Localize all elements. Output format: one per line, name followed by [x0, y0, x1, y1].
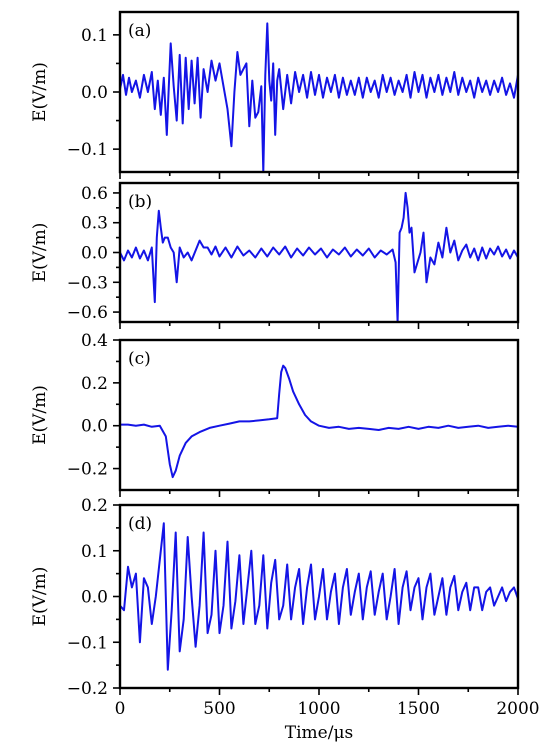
- panel-4: −0.2 −0.1 0.0 0.1 0.2 0 500 1000 1500 2000 E(V/m) (…: [30, 496, 540, 743]
- y-tick-label: 0.3: [81, 214, 108, 234]
- x-tick-label: 2000: [496, 699, 539, 719]
- y-axis-label: E(V/m): [30, 62, 50, 122]
- y-tick-label: −0.6: [67, 303, 108, 323]
- y-tick-label: 0.2: [81, 374, 108, 394]
- panel-label: (b): [128, 192, 152, 212]
- y-axis-label: E(V/m): [30, 223, 50, 283]
- x-tick-label: 500: [203, 699, 235, 719]
- panel-2: −0.6 −0.3 0.0 0.3 0.6 E(V/m) (b): [30, 181, 520, 329]
- panel-label: (a): [128, 21, 151, 41]
- plot-frame: [118, 338, 520, 492]
- y-tick-label: −0.1: [67, 633, 108, 653]
- panel-label: (c): [128, 349, 151, 369]
- panel-3: −0.2 0.0 0.2 0.4 E(V/m) (c): [30, 331, 520, 497]
- y-tick-label: 0.1: [81, 542, 108, 562]
- x-tick-label: 1500: [397, 699, 440, 719]
- y-axis-label: E(V/m): [30, 385, 50, 445]
- y-tick-label: 0.0: [81, 244, 108, 264]
- x-tick-label: 1000: [297, 699, 340, 719]
- y-tick-label: 0.2: [81, 496, 108, 516]
- panel-label: (d): [128, 514, 152, 534]
- y-tick-label: −0.2: [67, 460, 108, 480]
- series-line: [120, 364, 518, 479]
- y-tick-label: 0.4: [81, 331, 108, 351]
- y-tick-label: 0.6: [81, 184, 108, 204]
- x-axis-label: Time/μs: [285, 723, 353, 743]
- y-tick-label: 0.1: [81, 26, 108, 46]
- x-tick-label: 0: [115, 699, 126, 719]
- y-tick-label: 0.0: [81, 588, 108, 608]
- y-tick-label: −0.3: [67, 273, 108, 293]
- series-line: [120, 22, 518, 172]
- series-line: [120, 522, 518, 671]
- y-tick-label: 0.0: [81, 417, 108, 437]
- series-line: [120, 191, 518, 322]
- y-tick-label: −0.2: [67, 679, 108, 699]
- y-axis-label: E(V/m): [30, 567, 50, 627]
- panel-1: −0.1 0.0 0.1 E(V/m) (a): [30, 10, 520, 179]
- y-tick-label: −0.1: [67, 140, 108, 160]
- y-tick-label: 0.0: [81, 83, 108, 103]
